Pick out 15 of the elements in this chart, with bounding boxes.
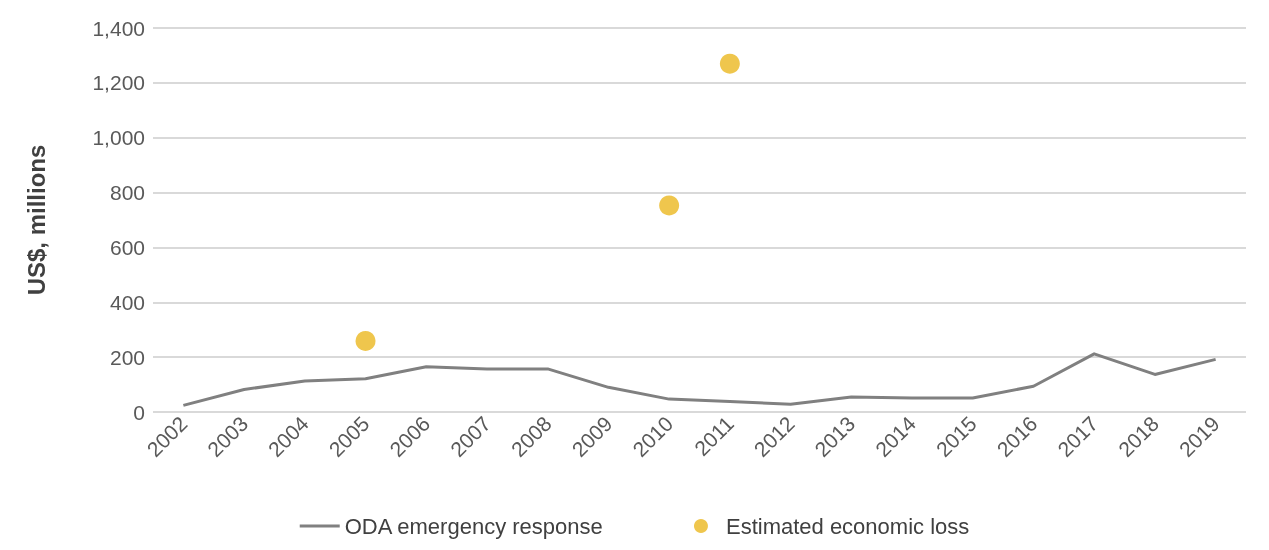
y-tick-label: 1,400 [92, 16, 145, 40]
point [659, 195, 680, 216]
legend-label: Estimated economic loss [725, 513, 970, 539]
y-tick-label: 0 [133, 400, 145, 424]
y-tick-label: 1,000 [92, 126, 145, 150]
y-tick-label: 200 [109, 345, 145, 369]
point [719, 53, 740, 74]
point [355, 330, 376, 351]
line-series [181, 352, 1218, 407]
legend-label: ODA emergency response [344, 513, 603, 539]
y-tick-label: 400 [109, 290, 145, 314]
y-tick-label: 600 [109, 235, 145, 259]
y-tick-label: 800 [109, 181, 145, 205]
y-axis-title: US$, millions [22, 144, 50, 296]
y-tick-label: 1,200 [92, 71, 145, 95]
